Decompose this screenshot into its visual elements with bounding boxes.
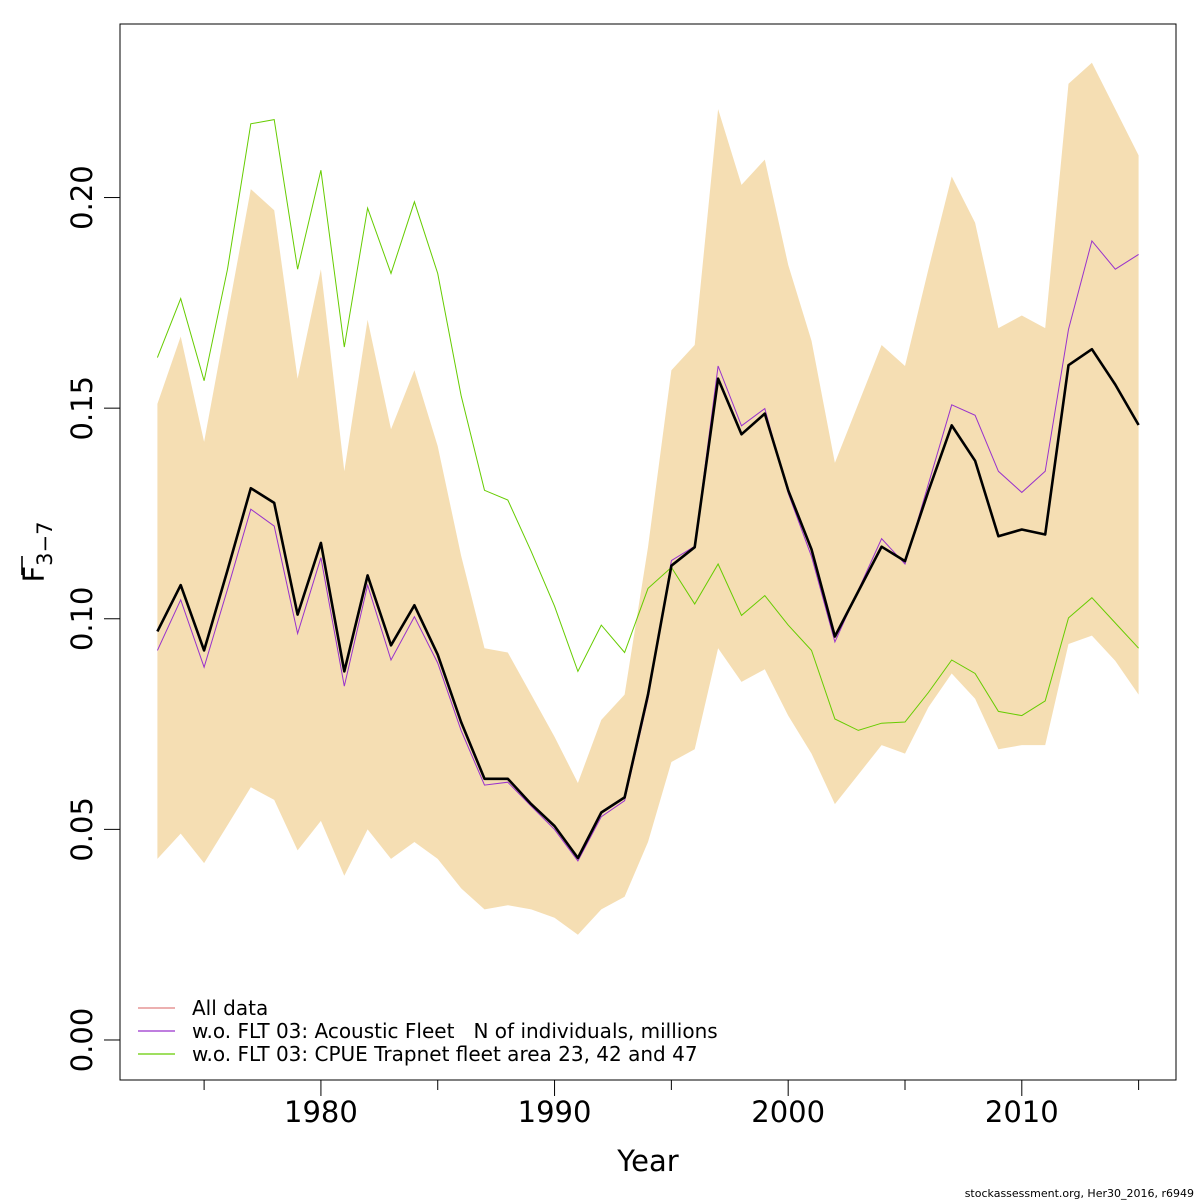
y-axis-title: F3−7 <box>17 521 57 582</box>
y-axis-title-sub: 3−7 <box>33 521 57 565</box>
main-estimate-line <box>156 347 1140 860</box>
legend-label: All data <box>192 996 268 1020</box>
svg-text:F3−7: F3−7 <box>17 521 57 582</box>
x-tick-label: 2010 <box>985 1095 1059 1129</box>
x-axis: 1980 1990 2000 2010 <box>157 1079 1140 1129</box>
legend-label: w.o. FLT 03: CPUE Trapnet fleet area 23,… <box>192 1042 698 1066</box>
y-tick-label: 0.05 <box>65 797 99 862</box>
legend-label: w.o. FLT 03: Acoustic Fleet N of individ… <box>192 1019 718 1043</box>
series-line-2 <box>156 119 1139 731</box>
y-axis-title-main: F <box>17 566 51 583</box>
y-tick-label: 0.00 <box>65 1008 99 1073</box>
y-tick-label: 0.15 <box>65 376 99 441</box>
y-axis: 0.00 0.05 0.10 0.15 0.20 <box>65 165 121 1073</box>
main-line-layer <box>156 347 1140 860</box>
x-tick-label: 2000 <box>751 1095 825 1129</box>
confidence-band-layer <box>157 62 1139 935</box>
footer-credit: stockassessment.org, Her30_2016, r6949 <box>965 1187 1194 1200</box>
x-axis-title: Year <box>616 1144 678 1178</box>
x-tick-label: 1990 <box>518 1095 592 1129</box>
x-tick-label: 1980 <box>284 1095 358 1129</box>
y-tick-label: 0.10 <box>65 586 99 651</box>
y-tick-label: 0.20 <box>65 165 99 230</box>
confidence-band <box>157 62 1139 935</box>
